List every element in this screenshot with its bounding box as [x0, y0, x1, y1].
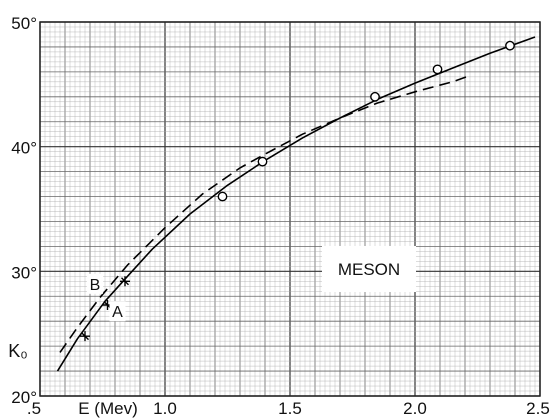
y-tick-label: 40°	[11, 139, 37, 158]
data-point-circle	[257, 156, 268, 167]
x-tick-label: 1.0	[153, 399, 177, 418]
y-axis-label-bg	[8, 337, 34, 371]
y-tick-label: 50°	[11, 14, 37, 33]
x-tick-label: 1.5	[278, 399, 302, 418]
y-tick-label: 20°	[11, 388, 37, 407]
y-axis-label: K₀	[8, 341, 27, 361]
y-tick-label-bg	[2, 134, 38, 157]
curve-label-bg	[109, 301, 126, 322]
meson-annotation: MESON	[322, 246, 416, 292]
curve-label-bg	[87, 273, 103, 294]
y-tick-label-bg	[2, 384, 38, 406]
data-point-circle	[505, 40, 515, 51]
plot-frame	[39, 21, 541, 397]
x-tick-label: 2.5	[526, 399, 550, 418]
curve-label-a: A	[112, 304, 123, 321]
markers	[80, 40, 515, 342]
curve-b	[59, 74, 471, 353]
x-tick-label: .5	[27, 399, 41, 418]
tick-labels: 20° 30° 40° 50° .5 1.0 1.5 2.0 2.5	[2, 10, 550, 418]
data-point-cross	[120, 276, 130, 287]
x-tick-label: 2.0	[403, 399, 427, 418]
curve-labels: AB	[87, 273, 126, 322]
chart-grid	[39, 21, 541, 397]
data-point-circle	[370, 91, 380, 102]
meson-label: MESON	[338, 260, 400, 279]
data-point-circle	[432, 64, 443, 75]
x-axis-label: E (Mev)	[78, 399, 138, 418]
data-point-cross	[80, 331, 90, 342]
meson-box	[322, 246, 416, 292]
y-tick-label-bg	[2, 10, 38, 32]
y-tick-label-bg	[2, 259, 38, 282]
data-point-circle	[217, 191, 228, 202]
curve-label-b: B	[90, 277, 101, 294]
y-tick-label: 30°	[11, 263, 37, 282]
